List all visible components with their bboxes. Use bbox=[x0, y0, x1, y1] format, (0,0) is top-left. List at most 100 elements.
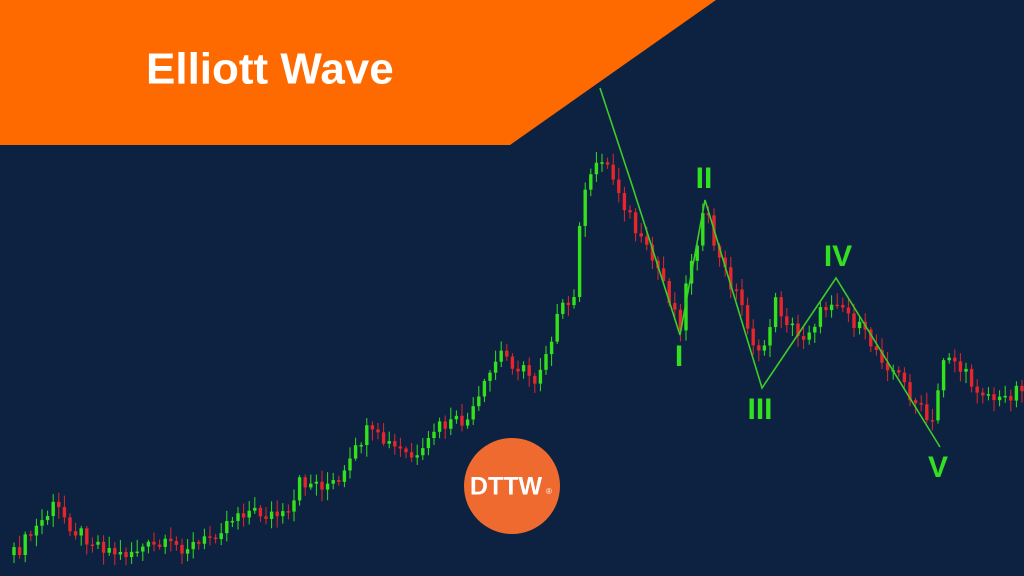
candle-part bbox=[600, 162, 604, 164]
candle-part bbox=[936, 390, 940, 421]
candle-part bbox=[583, 189, 587, 226]
candle-part bbox=[706, 213, 711, 216]
candle-part bbox=[947, 357, 951, 361]
candle-part bbox=[913, 400, 918, 404]
candle-part bbox=[717, 245, 722, 258]
candle-part bbox=[521, 365, 526, 372]
candle-part bbox=[471, 406, 475, 420]
candle-part bbox=[516, 368, 520, 372]
candle-part bbox=[997, 396, 1002, 401]
candle-part bbox=[757, 345, 761, 351]
candle-part bbox=[101, 541, 106, 553]
candle-part bbox=[661, 268, 666, 282]
candle-part bbox=[208, 536, 212, 538]
candle-part bbox=[421, 448, 425, 456]
candle-part bbox=[477, 396, 481, 407]
title-banner bbox=[0, 0, 716, 145]
candle-part bbox=[17, 547, 22, 556]
candle-part bbox=[533, 375, 537, 384]
candle-part bbox=[925, 404, 929, 421]
candle-part bbox=[146, 541, 151, 547]
candle-part bbox=[499, 350, 503, 362]
candle-part bbox=[62, 507, 67, 518]
candle-part bbox=[365, 425, 369, 446]
wave-line bbox=[599, 87, 941, 448]
candle-part bbox=[465, 419, 470, 426]
candle-part bbox=[930, 420, 935, 422]
candle-part bbox=[829, 304, 834, 311]
candle-part bbox=[269, 511, 274, 519]
candle-part bbox=[869, 329, 873, 347]
candle-part bbox=[813, 326, 817, 333]
candle-part bbox=[555, 313, 559, 342]
candle-part bbox=[213, 537, 218, 540]
candle-part bbox=[734, 289, 739, 291]
candle-part bbox=[169, 538, 173, 542]
candle-part bbox=[281, 511, 285, 517]
candle-part bbox=[544, 354, 548, 370]
candle-part bbox=[163, 538, 167, 547]
candle-part bbox=[1014, 385, 1019, 401]
candle-part bbox=[751, 328, 755, 346]
candle-part bbox=[197, 541, 201, 544]
candle-part bbox=[510, 356, 515, 369]
candle-part bbox=[577, 225, 582, 298]
candle-part bbox=[857, 321, 862, 329]
candle-part bbox=[180, 544, 184, 554]
candle-part bbox=[45, 516, 50, 521]
candle-part bbox=[650, 244, 655, 261]
candle-part bbox=[673, 303, 677, 310]
logo-text: DTTW bbox=[470, 473, 543, 501]
candle-part bbox=[264, 516, 268, 519]
candle-part bbox=[437, 421, 442, 432]
candle-part bbox=[701, 213, 705, 246]
candle-part bbox=[773, 297, 778, 328]
candle-part bbox=[605, 162, 610, 165]
candle-part bbox=[723, 257, 727, 268]
candle-part bbox=[40, 520, 44, 526]
candle-part bbox=[449, 419, 453, 429]
candle-part bbox=[538, 369, 543, 384]
candle-part bbox=[639, 233, 643, 237]
candle-part bbox=[359, 445, 363, 447]
candle-part bbox=[202, 536, 207, 544]
candle-part bbox=[975, 386, 979, 393]
wave-label: I bbox=[675, 340, 683, 373]
candle-part bbox=[986, 394, 991, 396]
candle-part bbox=[611, 164, 615, 180]
candle-part bbox=[549, 341, 554, 355]
wave-label: II bbox=[696, 162, 713, 195]
candle-part bbox=[230, 520, 235, 523]
candle-part bbox=[141, 546, 145, 552]
candle-part bbox=[393, 441, 397, 447]
candle-part bbox=[157, 544, 162, 547]
candle-part bbox=[398, 446, 403, 449]
candle-part bbox=[801, 336, 806, 340]
candle-part bbox=[796, 323, 800, 337]
candle-part bbox=[135, 551, 139, 554]
candle-part bbox=[174, 541, 179, 545]
candle-part bbox=[118, 552, 123, 555]
candle-part bbox=[29, 534, 33, 536]
candle-part bbox=[443, 421, 447, 429]
candle-part bbox=[561, 302, 565, 314]
candle-part bbox=[885, 362, 890, 371]
candle-part bbox=[297, 477, 302, 501]
candle-part bbox=[678, 309, 683, 331]
candle-part bbox=[594, 162, 599, 175]
candle-part bbox=[73, 531, 78, 536]
candle-part bbox=[488, 372, 492, 381]
candle-part bbox=[415, 455, 419, 458]
candle-part bbox=[51, 501, 55, 517]
candle-part bbox=[852, 313, 856, 329]
candle-part bbox=[622, 193, 627, 211]
logo-mark: ® bbox=[546, 487, 552, 496]
candle-part bbox=[460, 415, 464, 426]
candle-part bbox=[897, 370, 901, 373]
candle-part bbox=[90, 544, 95, 546]
candle-part bbox=[57, 501, 61, 508]
candle-part bbox=[426, 438, 431, 449]
candle-part bbox=[1003, 395, 1007, 398]
candle-part bbox=[505, 350, 509, 357]
